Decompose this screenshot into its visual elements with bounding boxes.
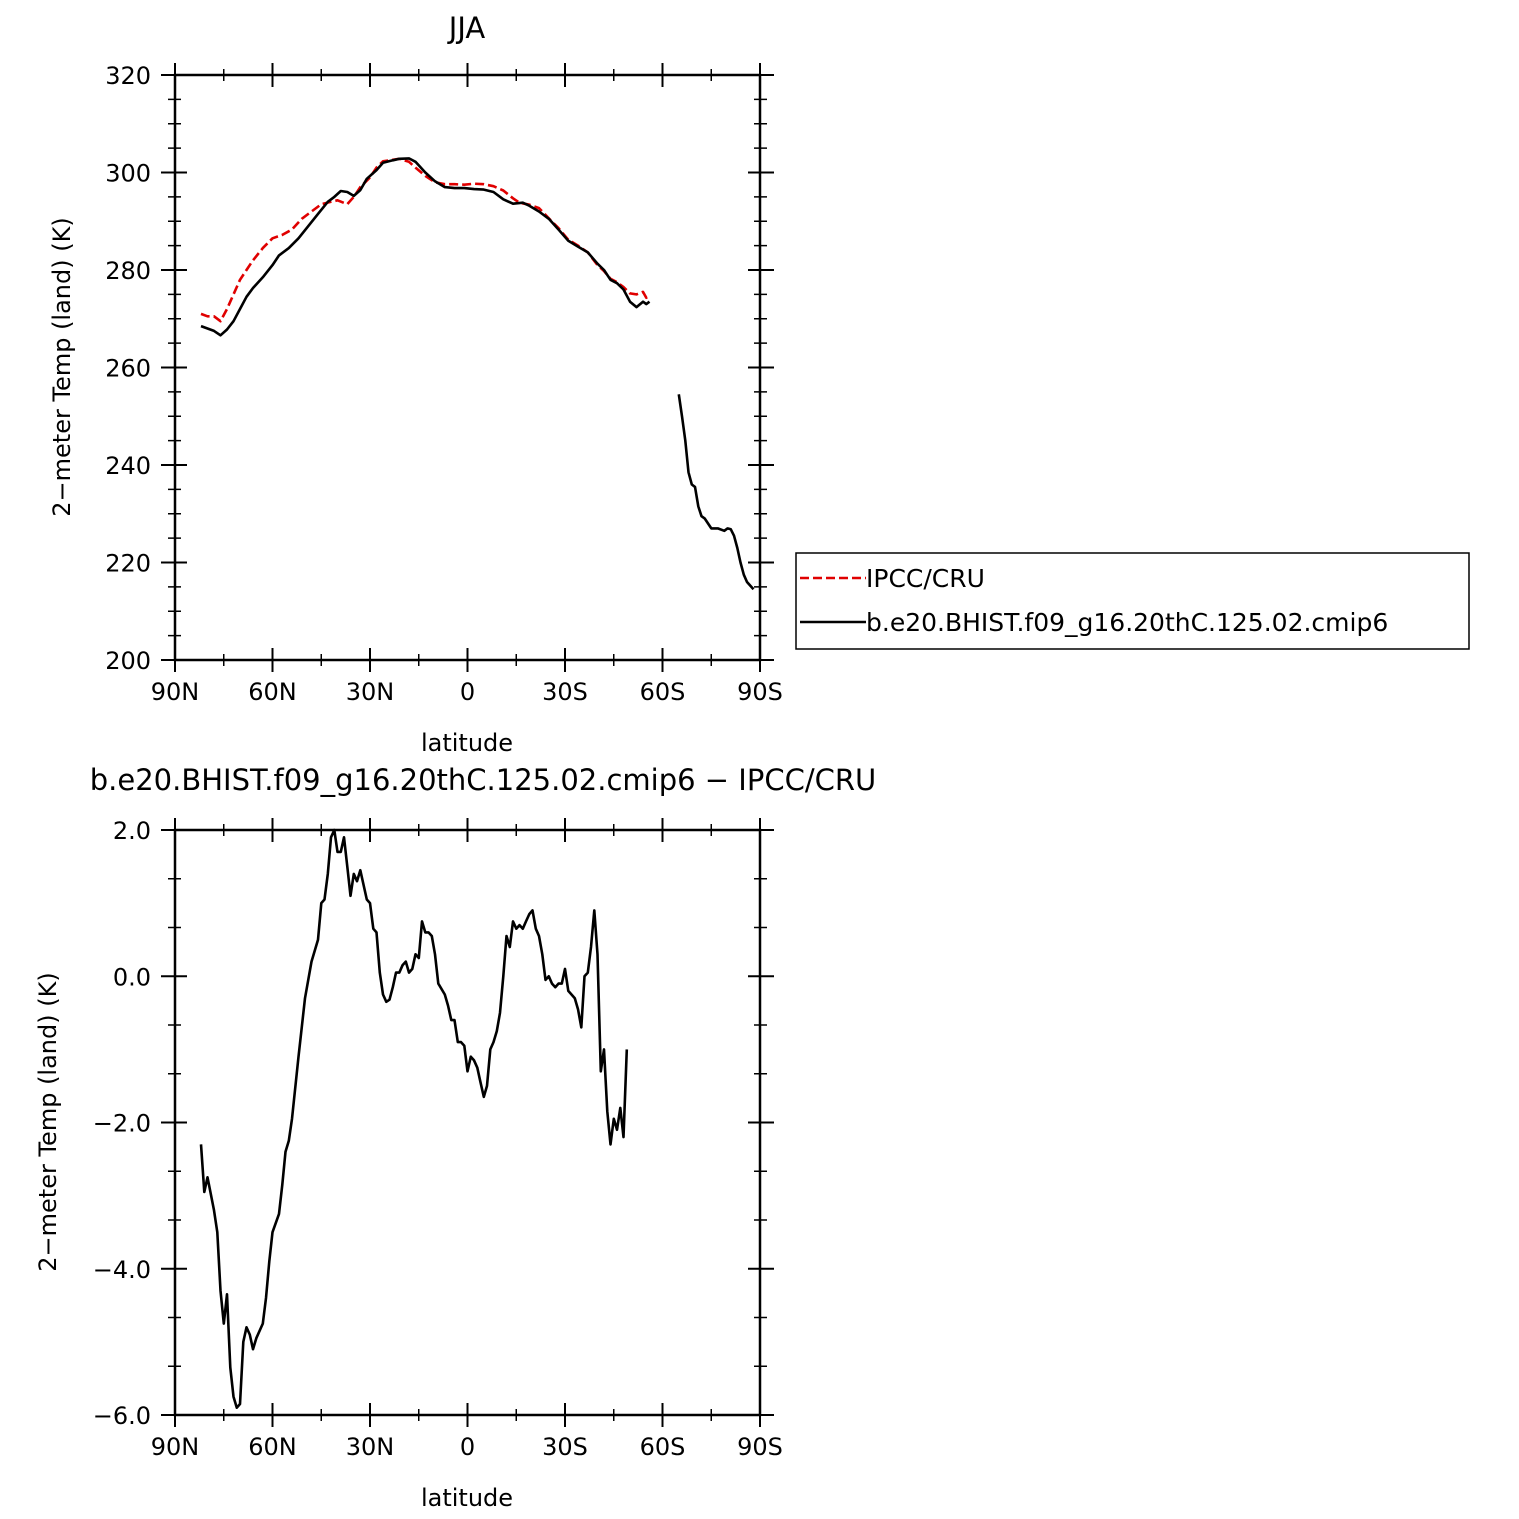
- top-panel-title: JJA: [447, 11, 486, 45]
- x-tick-label: 60N: [248, 678, 297, 706]
- x-tick-label: 60N: [248, 1433, 297, 1461]
- y-tick-label: 320: [105, 62, 151, 90]
- x-tick-label: 30S: [542, 1433, 588, 1461]
- y-tick-label: 300: [105, 160, 151, 188]
- x-tick-label: 0: [460, 1433, 475, 1461]
- y-tick-label: 200: [105, 647, 151, 675]
- x-tick-label: 60S: [640, 1433, 686, 1461]
- y-tick-label: 0.0: [113, 963, 151, 991]
- y-tick-label: 260: [105, 355, 151, 383]
- y-tick-label: −4.0: [93, 1256, 151, 1284]
- top-panel-y-axis-title: 2−meter Temp (land) (K): [48, 217, 76, 516]
- bottom-panel-y-axis-title: 2−meter Temp (land) (K): [34, 972, 62, 1271]
- series-line-difference: [199, 828, 629, 1409]
- x-tick-label: 0: [460, 678, 475, 706]
- x-tick-label: 90N: [151, 1433, 200, 1461]
- bottom-panel-frame: [173, 828, 762, 1417]
- x-tick-label: 30S: [542, 678, 588, 706]
- bottom-panel: b.e20.BHIST.f09_g16.20thC.125.02.cmip6 −…: [34, 763, 876, 1512]
- legend-box: [795, 552, 1470, 650]
- top-panel: JJA 90N 60N 30N 0 30S 60S 90S 200 220 240 260 280 30…: [48, 11, 783, 757]
- y-tick-label: −6.0: [93, 1402, 151, 1430]
- x-tick-label: 90S: [737, 678, 783, 706]
- legend-label-ipcc-cru: IPCC/CRU: [866, 564, 985, 593]
- legend-label-model: b.e20.BHIST.f09_g16.20thC.125.02.cmip6: [866, 608, 1388, 637]
- x-tick-label: 30N: [346, 678, 395, 706]
- series-line-ipcc-cru: [200, 157, 651, 323]
- x-tick-label: 90N: [151, 678, 200, 706]
- y-tick-label: −2.0: [93, 1110, 151, 1138]
- y-tick-label: 240: [105, 452, 151, 480]
- y-tick-label: 280: [105, 257, 151, 285]
- legend: IPCC/CRU b.e20.BHIST.f09_g16.20thC.125.0…: [795, 552, 1470, 650]
- x-tick-label: 90S: [737, 1433, 783, 1461]
- series-line-model: [200, 157, 755, 591]
- bottom-panel-title: b.e20.BHIST.f09_g16.20thC.125.02.cmip6 −…: [90, 763, 876, 797]
- top-panel-x-axis-title: latitude: [421, 729, 513, 757]
- x-tick-label: 60S: [640, 678, 686, 706]
- y-tick-label: 220: [105, 550, 151, 578]
- x-tick-label: 30N: [346, 1433, 395, 1461]
- top-panel-frame: [173, 73, 762, 662]
- bottom-panel-x-axis-title: latitude: [421, 1484, 513, 1512]
- y-tick-label: 2.0: [113, 817, 151, 845]
